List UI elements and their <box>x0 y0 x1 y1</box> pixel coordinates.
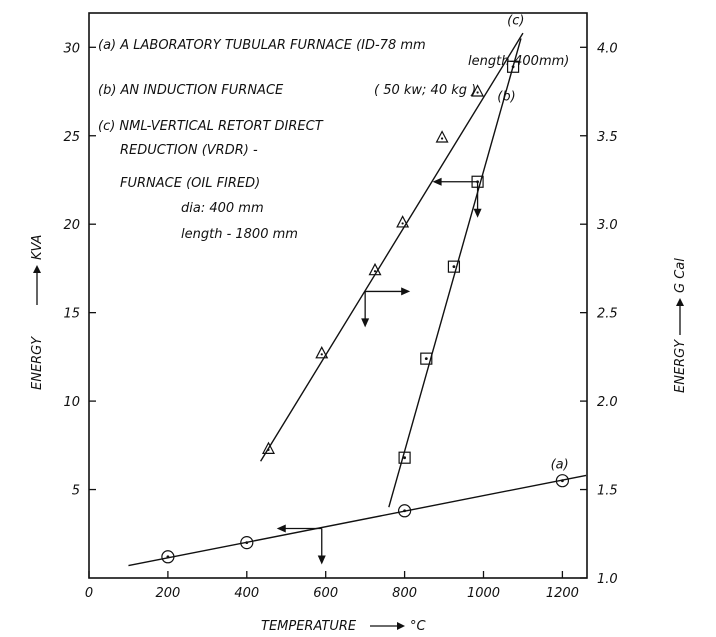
y-left-axis-label: ENERGY <box>30 336 45 390</box>
axis-ticks <box>88 46 587 579</box>
y-left-tick-label: 10 <box>63 395 80 410</box>
arrow-horizontal-head-1 <box>401 287 411 296</box>
plot-frame <box>88 12 588 579</box>
arrow-vertical-head-1 <box>361 318 370 328</box>
y-right-axis-arrow-head <box>676 298 684 306</box>
marker-circle <box>555 474 570 488</box>
y-right-tick-label: 2.0 <box>597 395 618 410</box>
fit-line-0 <box>128 474 587 567</box>
marker-square-dot <box>403 456 406 460</box>
tick-labels: 0 200 400 600 800 1000 1200 5 10 15 20 25 30 1.0 1.5 2.… <box>63 41 617 601</box>
y-right-tick-label: 1.0 <box>597 572 618 587</box>
x-tick-label: 1000 <box>467 586 500 601</box>
y-left-tick-label: 20 <box>63 218 80 233</box>
marker-triangle <box>435 130 449 143</box>
curve-label-1: (b) <box>497 89 515 104</box>
curve-label-0: (a) <box>551 457 569 472</box>
y-right-tick-label: 4.0 <box>597 41 618 56</box>
y-axis-left-title: ENERGY KVA <box>30 235 45 390</box>
legend-line-a1: (a) A LABORATORY TUBULAR FURNACE (ID-78 … <box>98 38 426 53</box>
marker-triangle-dot <box>440 137 444 140</box>
data-markers <box>161 60 570 564</box>
curve-label-2: (c) <box>507 13 524 28</box>
x-axis-label: TEMPERATURE <box>261 619 357 634</box>
x-axis-unit: °C <box>410 619 427 634</box>
x-tick-label: 0 <box>85 586 93 601</box>
marker-square-dot <box>511 65 515 69</box>
legend-line-c4: dia: 400 mm <box>181 201 264 216</box>
marker-circle-dot <box>166 555 170 559</box>
arrow-horizontal-head-0 <box>276 524 286 533</box>
y-right-tick-label: 3.5 <box>597 130 618 145</box>
x-tick-label: 400 <box>234 586 259 601</box>
y-left-tick-label: 25 <box>63 130 80 145</box>
x-axis-arrow-head <box>397 622 405 630</box>
axis-arrows <box>276 177 482 565</box>
fit-line-1 <box>388 38 522 508</box>
marker-triangle-dot <box>401 222 404 225</box>
marker-triangle-dot <box>267 448 270 451</box>
y-right-tick-label: 2.5 <box>597 307 618 322</box>
marker-circle-dot <box>403 509 406 513</box>
marker-triangle-dot <box>320 353 323 356</box>
marker-circle <box>161 550 175 564</box>
y-right-axis-label: ENERGY <box>673 339 688 393</box>
x-tick-label: 800 <box>392 586 417 601</box>
marker-circle <box>398 504 412 518</box>
legend-line-c5: length - 1800 mm <box>181 227 298 242</box>
marker-triangle-dot <box>476 91 479 94</box>
marker-triangle-dot <box>373 270 377 273</box>
curve-labels: (a) (b) (c) <box>497 13 568 472</box>
marker-square <box>447 260 461 273</box>
legend-line-c2: REDUCTION (VRDR) - <box>120 143 258 158</box>
fit-line-2 <box>260 32 524 462</box>
legend-line-c1: (c) NML-VERTICAL RETORT DIRECT <box>98 119 324 134</box>
x-tick-label: 200 <box>155 586 180 601</box>
marker-triangle <box>262 441 275 454</box>
legend-line-c3: FURNACE (OIL FIRED) <box>120 176 260 191</box>
arrow-vertical-head-0 <box>317 555 326 565</box>
y-axis-right-title: ENERGY G Cal <box>673 258 688 393</box>
marker-triangle <box>368 262 382 276</box>
y-right-tick-label: 3.0 <box>597 218 618 233</box>
legend-line-a2: length-400mm) <box>468 54 569 69</box>
x-tick-label: 1200 <box>546 586 579 601</box>
y-left-tick-label: 30 <box>63 41 80 56</box>
y-right-tick-label: 1.5 <box>597 484 618 499</box>
arrow-vertical-head-2 <box>473 208 482 218</box>
marker-square-dot <box>452 265 456 269</box>
marker-triangle <box>471 84 485 97</box>
legend-line-b1: (b) AN INDUCTION FURNACE <box>98 83 284 98</box>
marker-circle-dot <box>245 541 249 545</box>
y-left-axis-unit: KVA <box>30 235 45 260</box>
marker-triangle <box>315 346 329 359</box>
arrow-horizontal-head-2 <box>432 177 442 186</box>
y-left-tick-label: 5 <box>72 484 80 499</box>
fit-lines <box>128 32 587 567</box>
x-axis-title: TEMPERATURE °C <box>261 619 427 634</box>
y-left-axis-arrow-head <box>33 265 41 273</box>
legend-line-b2: ( 50 kw; 40 kg ) <box>374 83 476 98</box>
y-left-tick-label: 15 <box>63 307 80 322</box>
marker-square-dot <box>424 357 428 361</box>
marker-square <box>506 60 520 73</box>
marker-square <box>398 451 411 464</box>
legend: (a) A LABORATORY TUBULAR FURNACE (ID-78 … <box>98 38 569 242</box>
marker-circle <box>240 536 254 550</box>
y-right-axis-unit: G Cal <box>673 258 688 293</box>
x-tick-label: 600 <box>313 586 338 601</box>
marker-square <box>420 352 433 365</box>
marker-triangle <box>396 215 410 228</box>
marker-circle-dot <box>561 479 564 483</box>
